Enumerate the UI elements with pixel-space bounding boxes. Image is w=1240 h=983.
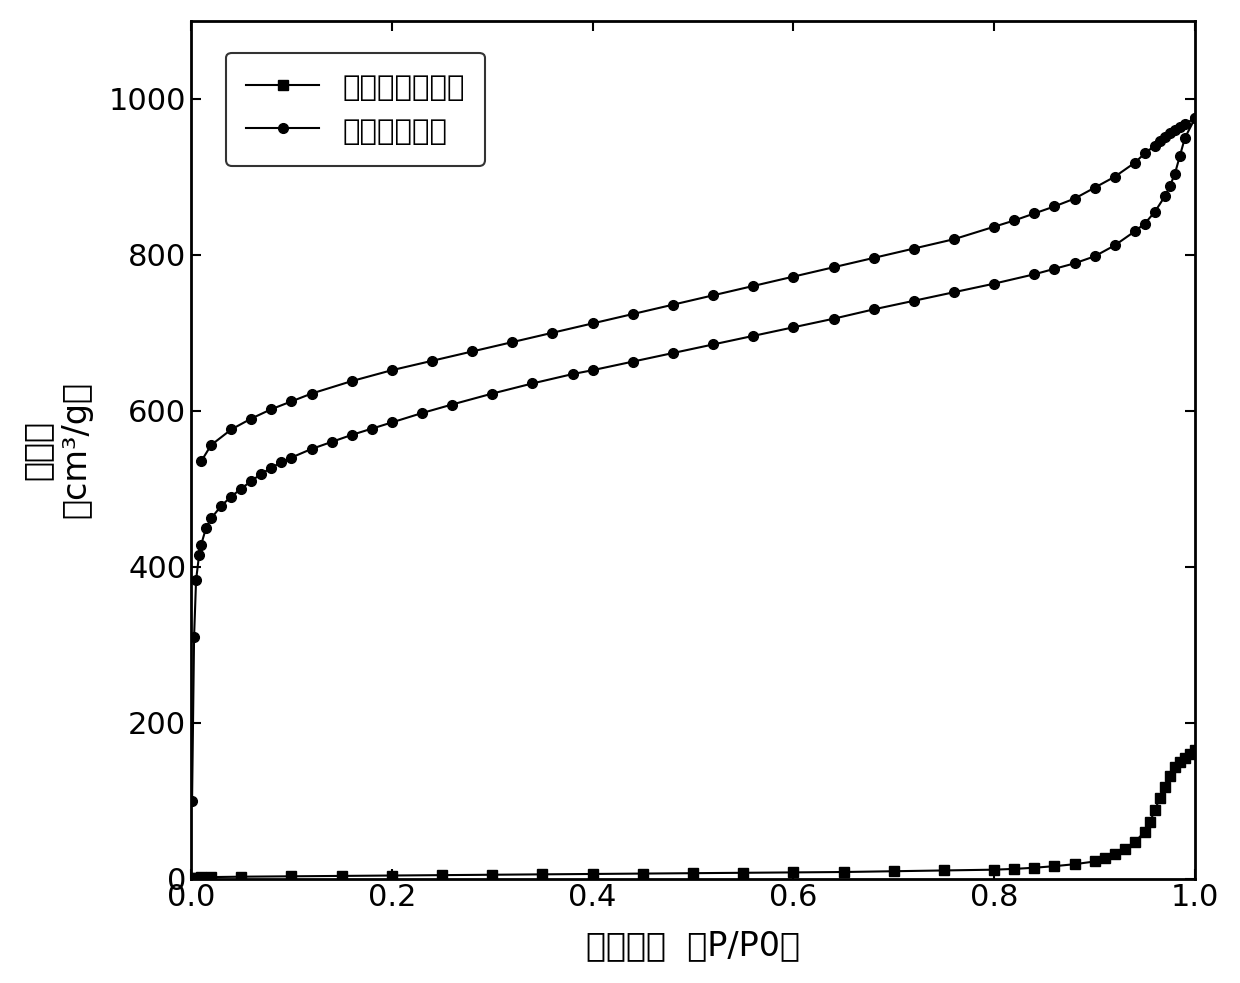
多级孔碳材料	[304, 443, 319, 455]
多级孔碳材料	[666, 347, 681, 359]
溶剂热碳化产物	[384, 870, 399, 882]
溶剂热碳化产物	[485, 869, 500, 881]
溶剂热碳化产物	[887, 865, 901, 877]
多级孔碳材料	[345, 429, 360, 440]
多级孔碳材料	[946, 286, 961, 298]
多级孔碳材料	[1147, 206, 1162, 218]
多级孔碳材料	[223, 491, 238, 502]
溶剂热碳化产物	[1188, 744, 1203, 756]
溶剂热碳化产物	[1178, 752, 1193, 764]
多级孔碳材料	[274, 456, 289, 468]
溶剂热碳化产物	[284, 870, 299, 882]
多级孔碳材料	[254, 468, 269, 480]
溶剂热碳化产物	[735, 867, 750, 879]
溶剂热碳化产物	[1117, 843, 1132, 855]
多级孔碳材料	[203, 512, 218, 524]
多级孔碳材料	[365, 423, 379, 434]
溶剂热碳化产物	[585, 868, 600, 880]
多级孔碳材料	[187, 631, 202, 643]
溶剂热碳化产物	[188, 872, 203, 884]
多级孔碳材料	[585, 365, 600, 376]
Line: 多级孔碳材料: 多级孔碳材料	[187, 113, 1200, 805]
溶剂热碳化产物	[185, 872, 200, 884]
多级孔碳材料	[1068, 258, 1083, 269]
溶剂热碳化产物	[1173, 756, 1188, 768]
溶剂热碳化产物	[1157, 781, 1172, 792]
Y-axis label: 吸附量
（cm³/g）: 吸附量 （cm³/g）	[21, 381, 92, 518]
多级孔碳材料	[445, 399, 460, 411]
多级孔碳材料	[284, 451, 299, 463]
多级孔碳材料	[1027, 268, 1042, 280]
多级孔碳材料	[185, 795, 200, 807]
溶剂热碳化产物	[1047, 860, 1061, 872]
多级孔碳材料	[234, 483, 249, 494]
溶剂热碳化产物	[1087, 855, 1102, 867]
多级孔碳材料	[745, 330, 760, 342]
溶剂热碳化产物	[1068, 858, 1083, 870]
多级孔碳材料	[1157, 191, 1172, 202]
溶剂热碳化产物	[1137, 826, 1152, 838]
多级孔碳材料	[1087, 251, 1102, 262]
多级孔碳材料	[192, 549, 207, 561]
溶剂热碳化产物	[1147, 804, 1162, 816]
多级孔碳材料	[1168, 168, 1183, 180]
溶剂热碳化产物	[936, 865, 951, 877]
溶剂热碳化产物	[1027, 862, 1042, 874]
溶剂热碳化产物	[1127, 837, 1142, 848]
多级孔碳材料	[1137, 217, 1152, 229]
溶剂热碳化产物	[203, 871, 218, 883]
多级孔碳材料	[906, 295, 921, 307]
多级孔碳材料	[625, 356, 640, 368]
溶剂热碳化产物	[1142, 817, 1157, 829]
多级孔碳材料	[384, 417, 399, 429]
溶剂热碳化产物	[335, 870, 350, 882]
多级孔碳材料	[1127, 225, 1142, 237]
多级孔碳材料	[414, 407, 429, 419]
溶剂热碳化产物	[1168, 761, 1183, 773]
溶剂热碳化产物	[1107, 848, 1122, 860]
多级孔碳材料	[525, 377, 539, 389]
溶剂热碳化产物	[193, 872, 208, 884]
溶剂热碳化产物	[1152, 792, 1167, 804]
多级孔碳材料	[198, 522, 213, 534]
多级孔碳材料	[1162, 180, 1177, 192]
多级孔碳材料	[213, 500, 228, 512]
溶剂热碳化产物	[836, 866, 851, 878]
多级孔碳材料	[485, 387, 500, 399]
溶剂热碳化产物	[1183, 748, 1198, 760]
溶剂热碳化产物	[234, 871, 249, 883]
多级孔碳材料	[706, 338, 720, 350]
溶剂热碳化产物	[635, 868, 650, 880]
Legend: 溶剂热碳化产物, 多级孔碳材料: 溶剂热碳化产物, 多级孔碳材料	[226, 52, 485, 166]
溶剂热碳化产物	[987, 864, 1002, 876]
多级孔碳材料	[1188, 112, 1203, 124]
多级孔碳材料	[867, 304, 882, 316]
X-axis label: 相对压力  （P/P0）: 相对压力 （P/P0）	[587, 929, 800, 962]
Line: 溶剂热碳化产物: 溶剂热碳化产物	[187, 745, 1200, 883]
多级孔碳材料	[826, 313, 841, 324]
溶剂热碳化产物	[434, 869, 449, 881]
溶剂热碳化产物	[1162, 770, 1177, 781]
多级孔碳材料	[786, 321, 801, 333]
多级孔碳材料	[1047, 262, 1061, 274]
多级孔碳材料	[264, 462, 279, 474]
多级孔碳材料	[244, 475, 259, 487]
多级孔碳材料	[188, 574, 203, 586]
多级孔碳材料	[1107, 240, 1122, 252]
多级孔碳材料	[565, 369, 580, 380]
多级孔碳材料	[324, 436, 339, 448]
多级孔碳材料	[987, 278, 1002, 290]
溶剂热碳化产物	[534, 868, 549, 880]
溶剂热碳化产物	[1097, 852, 1112, 864]
溶剂热碳化产物	[686, 867, 701, 879]
多级孔碳材料	[1173, 149, 1188, 161]
溶剂热碳化产物	[786, 866, 801, 878]
多级孔碳材料	[193, 539, 208, 550]
多级孔碳材料	[1178, 132, 1193, 144]
溶剂热碳化产物	[1007, 863, 1022, 875]
